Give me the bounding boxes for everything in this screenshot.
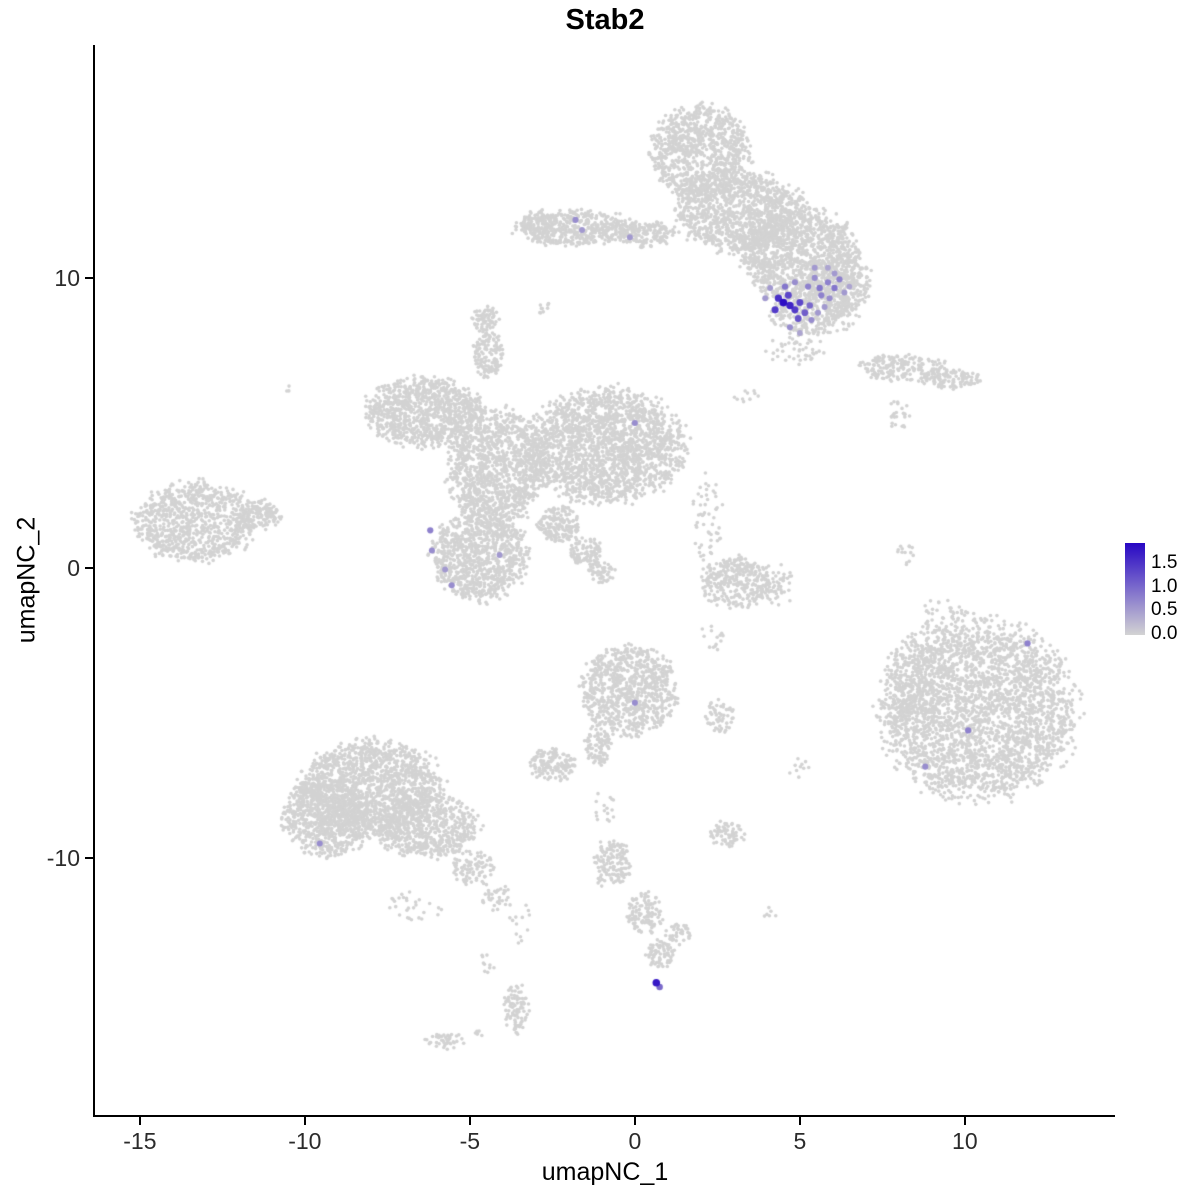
x-tick-mark [138, 1117, 141, 1125]
legend-tick-label: 0.0 [1151, 623, 1178, 644]
x-tick-label: 0 [628, 1128, 642, 1154]
x-tick-mark [963, 1117, 966, 1125]
x-tick-mark [798, 1117, 801, 1125]
x-axis-line [93, 1115, 1115, 1117]
y-tick-label: -10 [46, 845, 80, 871]
x-tick-mark [633, 1117, 636, 1125]
umap-scatter-canvas [95, 45, 1115, 1115]
x-tick-label: 5 [793, 1128, 807, 1154]
x-tick-label: -10 [288, 1128, 322, 1154]
y-axis-label: umapNC_2 [12, 516, 41, 644]
x-tick-label: -15 [123, 1128, 157, 1154]
y-axis-line [93, 45, 95, 1117]
y-tick-mark [85, 857, 93, 859]
x-tick-label: 10 [952, 1128, 978, 1154]
y-tick-mark [85, 276, 93, 279]
legend-colorbar [1125, 543, 1145, 635]
y-tick-label: 10 [54, 264, 80, 291]
x-axis-label: umapNC_1 [541, 1158, 669, 1186]
plot-title: Stab2 [565, 4, 645, 36]
y-tick-label: 0 [67, 554, 80, 581]
x-tick-mark [303, 1117, 306, 1125]
legend-tick-label: 1.5 [1151, 551, 1178, 573]
x-tick-label: -5 [459, 1128, 481, 1154]
x-tick-mark [468, 1117, 471, 1125]
y-tick-mark [85, 566, 93, 569]
legend-tick-label: 0.5 [1151, 599, 1178, 621]
legend-tick-label: 1.0 [1151, 575, 1178, 597]
